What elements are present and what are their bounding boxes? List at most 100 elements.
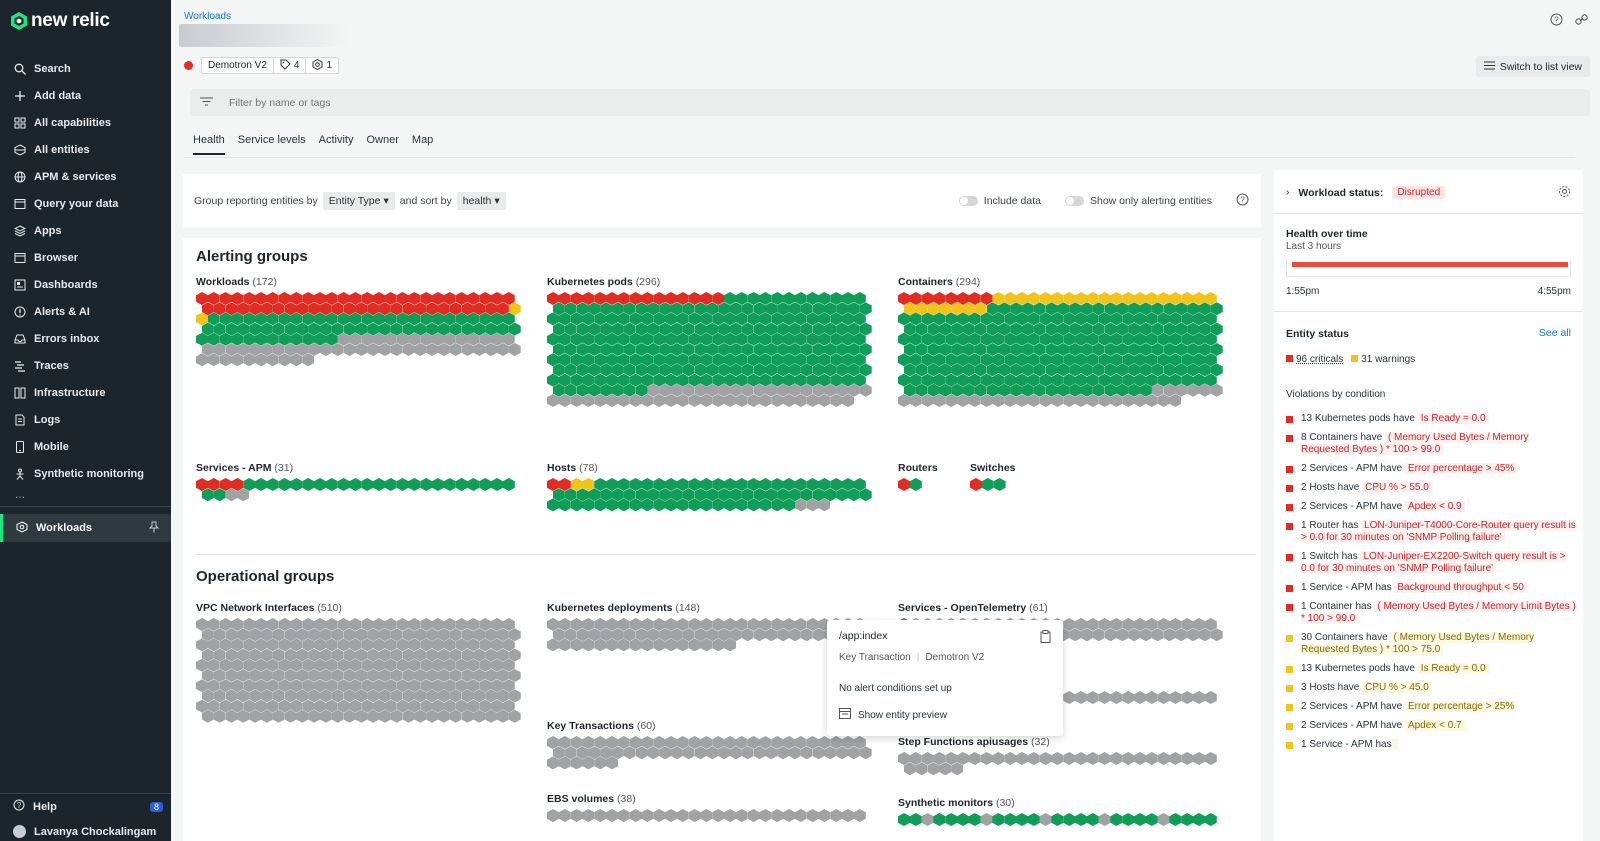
entity-hexagon[interactable] [700, 618, 713, 631]
entity-hexagon[interactable] [617, 498, 630, 512]
entity-hexagon[interactable] [266, 658, 279, 672]
entity-hexagon[interactable] [1210, 343, 1223, 356]
entity-hexagon[interactable] [806, 498, 819, 512]
entity-hexagon[interactable] [1016, 353, 1028, 367]
entity-hexagon[interactable] [237, 322, 250, 336]
entity-hexagon[interactable] [682, 383, 695, 397]
entity-hexagon[interactable] [830, 373, 843, 387]
entity-hexagon[interactable] [213, 709, 226, 723]
entity-hexagon[interactable] [552, 363, 565, 377]
entity-hexagon[interactable] [724, 618, 736, 631]
entity-hexagon[interactable] [582, 638, 595, 652]
entity-hexagon[interactable] [927, 762, 940, 776]
entity-hexagon[interactable] [1169, 394, 1182, 407]
entity-hexagon[interactable] [479, 312, 492, 326]
entity-hexagon[interactable] [219, 699, 232, 713]
entity-hexagon[interactable] [741, 302, 754, 316]
entity-hexagon[interactable] [898, 292, 910, 305]
entity-hexagon[interactable] [806, 809, 819, 822]
entity-hexagon[interactable] [502, 638, 515, 652]
entity-hexagon[interactable] [1204, 332, 1217, 346]
entity-hexagon[interactable] [992, 292, 1005, 305]
entity-hexagon[interactable] [588, 383, 601, 397]
entity-hexagon[interactable] [290, 699, 303, 713]
entity-hexagon[interactable] [806, 478, 819, 491]
entity-hexagon[interactable] [753, 628, 766, 642]
entity-hexagon[interactable] [384, 292, 397, 305]
entity-hexagon[interactable] [606, 756, 618, 770]
entity-hexagon[interactable] [367, 669, 380, 682]
entity-hexagon[interactable] [724, 312, 736, 326]
entity-hexagon[interactable] [818, 332, 831, 346]
sidebar-item-apps[interactable]: Apps [0, 217, 171, 244]
entity-hexagon[interactable] [461, 343, 474, 356]
entity-hexagon[interactable] [467, 292, 480, 305]
entity-hexagon[interactable] [676, 353, 689, 367]
entity-hexagon[interactable] [665, 478, 677, 491]
entity-hexagon[interactable] [909, 292, 922, 305]
entity-hexagon[interactable] [847, 746, 860, 760]
entity-hexagon[interactable] [1122, 312, 1135, 326]
sort-by-dropdown[interactable]: health ▾ [456, 191, 506, 210]
entity-hexagon[interactable] [970, 478, 982, 491]
entity-hexagon[interactable] [847, 363, 860, 377]
entity-hexagon[interactable] [653, 332, 666, 346]
entity-hexagon[interactable] [1204, 312, 1217, 326]
violation-row[interactable]: 1 Service - APM has [1286, 739, 1576, 751]
entity-hexagon[interactable] [945, 353, 958, 367]
entity-hexagon[interactable] [272, 628, 285, 642]
entity-hexagon[interactable] [1128, 302, 1141, 316]
entity-hexagon[interactable] [1051, 394, 1064, 407]
entity-hexagon[interactable] [367, 343, 380, 356]
entity-hexagon[interactable] [659, 302, 672, 316]
entity-hexagon[interactable] [1110, 618, 1123, 631]
entity-hexagon[interactable] [688, 638, 701, 652]
entity-hexagon[interactable] [1027, 292, 1040, 305]
entity-hexagon[interactable] [1098, 292, 1111, 305]
entity-hexagon[interactable] [1016, 332, 1028, 346]
entity-hexagon[interactable] [373, 679, 385, 693]
entity-hexagon[interactable] [747, 332, 760, 346]
entity-hexagon[interactable] [1193, 373, 1205, 387]
entity-hexagon[interactable] [759, 736, 772, 749]
entity-hexagon[interactable] [1051, 332, 1064, 346]
entity-hexagon[interactable] [272, 343, 285, 356]
entity-hexagon[interactable] [588, 746, 601, 760]
entity-hexagon[interactable] [1104, 343, 1117, 356]
entity-hexagon[interactable] [783, 332, 795, 346]
entity-hexagon[interactable] [564, 363, 577, 377]
entity-hexagon[interactable] [1010, 322, 1023, 336]
group-services-apm[interactable]: Services - APM (31) [196, 462, 293, 474]
entity-hexagon[interactable] [1122, 618, 1135, 631]
new-relic-logo[interactable]: new relic [11, 10, 110, 32]
entity-hexagon[interactable] [812, 746, 825, 760]
entity-hexagon[interactable] [859, 302, 872, 316]
entity-hexagon[interactable] [1110, 691, 1123, 704]
entity-hexagon[interactable] [1098, 373, 1111, 387]
entity-hexagon[interactable] [272, 669, 285, 682]
entity-hexagon[interactable] [1004, 332, 1017, 346]
entity-hexagon[interactable] [278, 478, 291, 491]
entity-hexagon[interactable] [473, 648, 486, 662]
group-switches[interactable]: Switches [970, 462, 1016, 474]
entity-hexagon[interactable] [986, 322, 999, 336]
entity-hexagon[interactable] [1051, 752, 1064, 765]
entity-hexagon[interactable] [1181, 353, 1194, 367]
entity-hexagon[interactable] [231, 478, 244, 491]
entity-hexagon[interactable] [611, 746, 624, 760]
entity-hexagon[interactable] [1128, 628, 1141, 642]
entity-hexagon[interactable] [491, 478, 503, 491]
entity-hexagon[interactable] [712, 292, 725, 305]
entity-hexagon[interactable] [266, 699, 279, 713]
entity-hexagon[interactable] [898, 312, 910, 326]
entity-hexagon[interactable] [582, 498, 595, 512]
entity-hexagon[interactable] [361, 312, 374, 326]
entity-hexagon[interactable] [1098, 312, 1111, 326]
entity-hexagon[interactable] [629, 394, 642, 407]
entity-hexagon[interactable] [623, 628, 636, 642]
entity-hexagon[interactable] [635, 322, 648, 336]
entity-hexagon[interactable] [794, 809, 807, 822]
entity-hexagon[interactable] [842, 292, 854, 305]
entity-hexagon[interactable] [1181, 373, 1194, 387]
entity-hexagon[interactable] [314, 332, 326, 346]
